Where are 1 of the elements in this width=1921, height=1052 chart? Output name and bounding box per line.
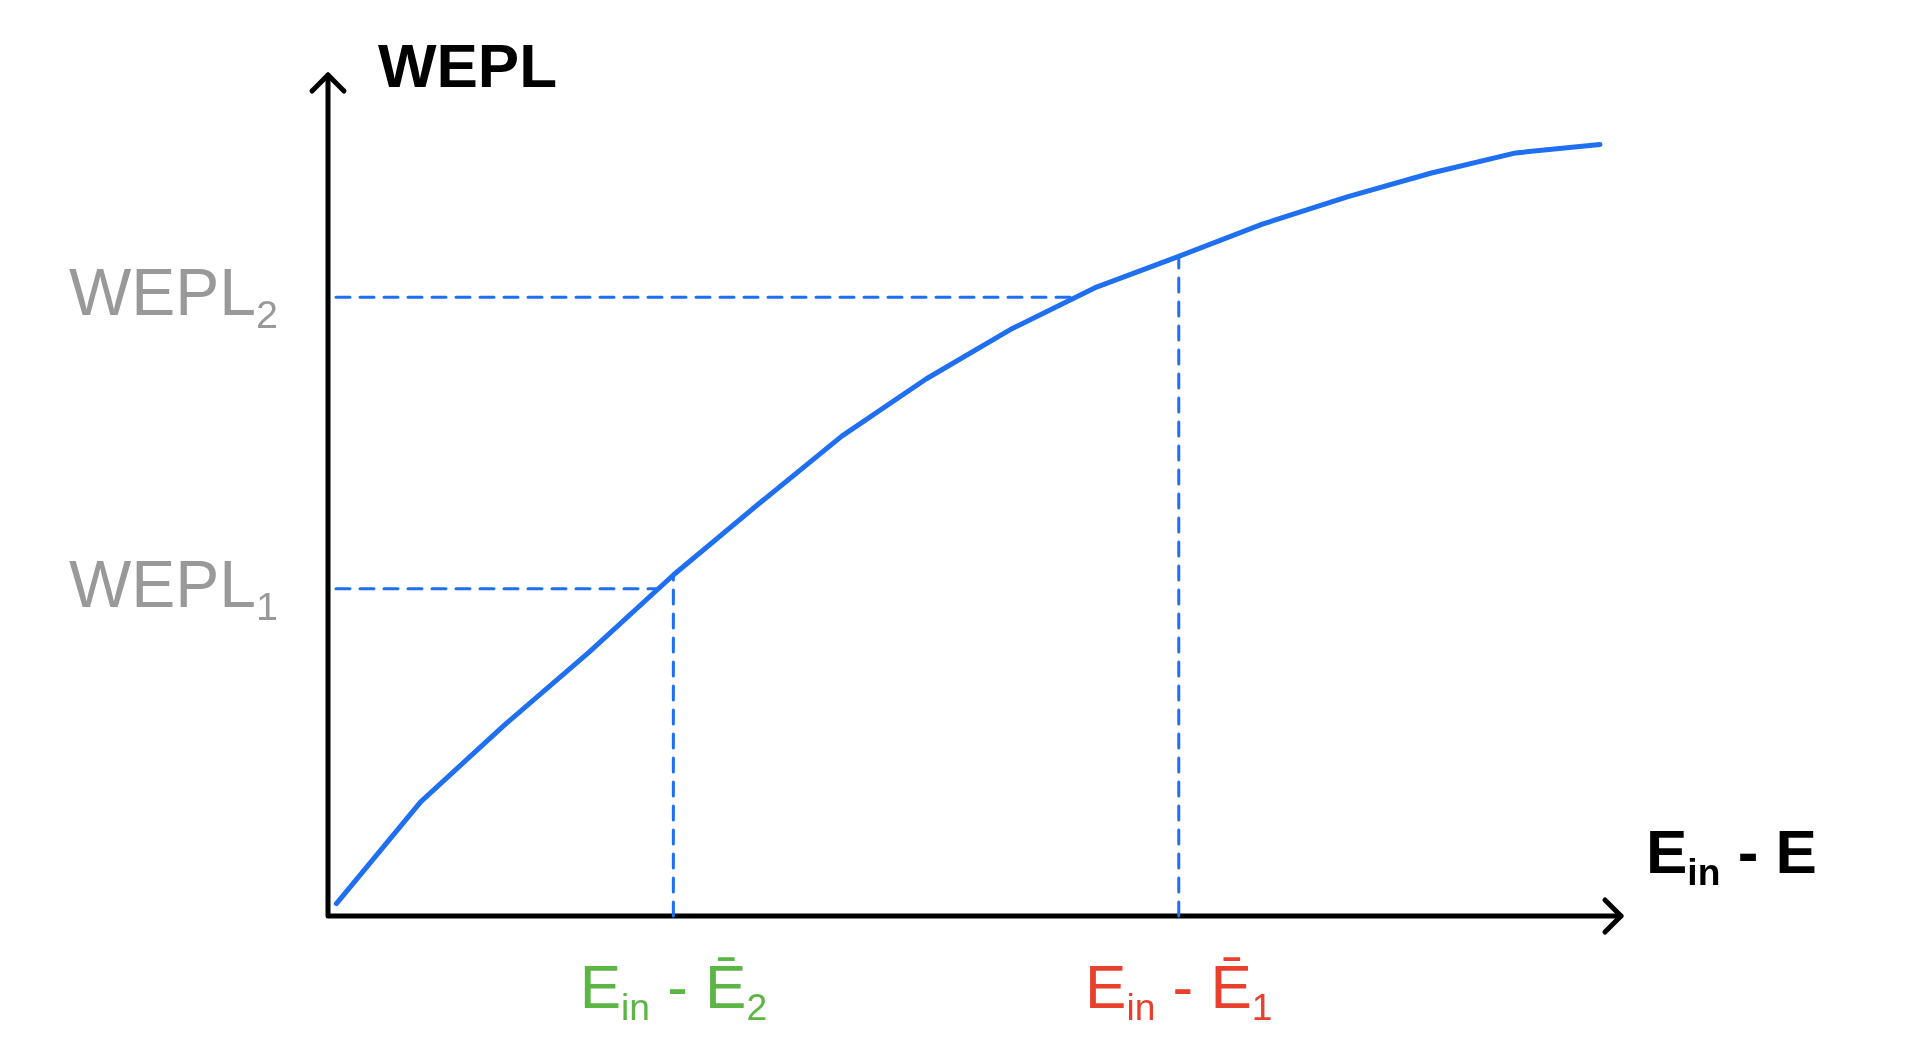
y-axis-title: WEPL — [378, 31, 558, 101]
